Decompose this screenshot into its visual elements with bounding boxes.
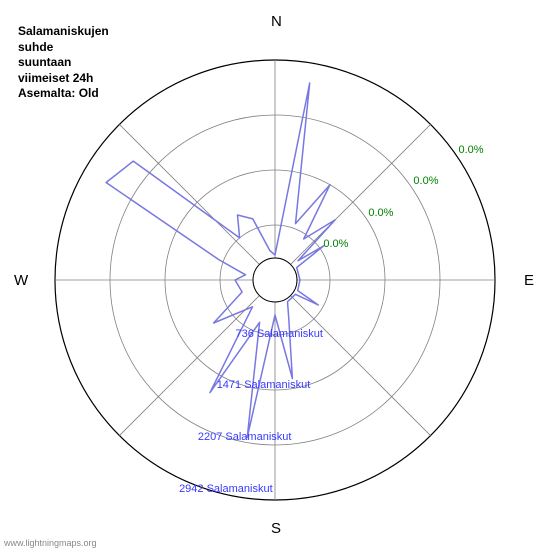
cardinal-w: W <box>14 272 28 289</box>
chart-title: Salamaniskujen suhde suuntaan viimeiset … <box>18 24 109 102</box>
cardinal-s: S <box>271 520 281 537</box>
credit-text: www.lightningmaps.org <box>4 538 97 548</box>
strike-count-label: 1471 Salamaniskut <box>217 379 311 391</box>
cardinal-e: E <box>524 272 534 289</box>
cardinal-n: N <box>271 13 282 30</box>
strike-count-label: 736 Salamaniskut <box>236 328 323 340</box>
polar-chart-container: Salamaniskujen suhde suuntaan viimeiset … <box>0 0 550 550</box>
ring-pct-label: 0.0% <box>323 238 348 250</box>
strike-count-label: 2942 Salamaniskut <box>179 483 273 495</box>
ring-pct-label: 0.0% <box>413 175 438 187</box>
strike-count-label: 2207 Salamaniskut <box>198 431 292 443</box>
ring-pct-label: 0.0% <box>458 144 483 156</box>
ring-pct-label: 0.0% <box>368 207 393 219</box>
